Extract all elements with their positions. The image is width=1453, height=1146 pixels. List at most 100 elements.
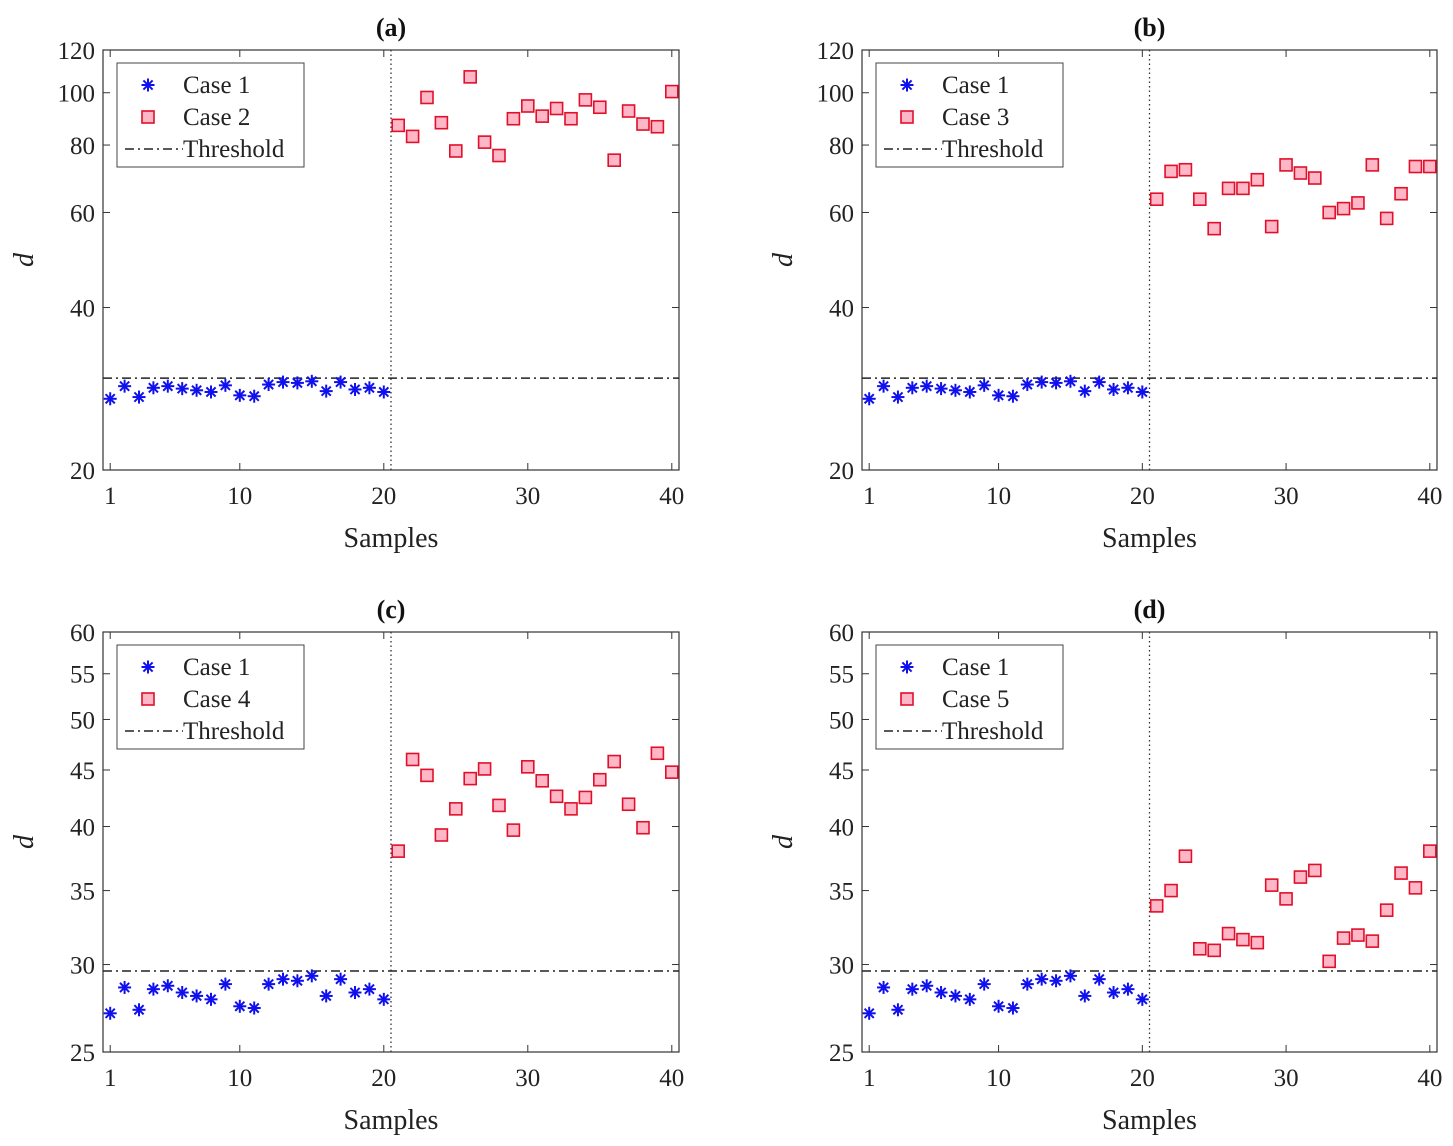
x-axis-label: Samples bbox=[1102, 523, 1197, 554]
y-tick-label: 100 bbox=[58, 81, 96, 108]
data-point-case1 bbox=[1107, 986, 1121, 1000]
data-point-case3 bbox=[1308, 171, 1322, 185]
data-point-case1-stroke bbox=[1137, 386, 1148, 398]
x-tick-label: 30 bbox=[515, 483, 540, 510]
data-point-case4 bbox=[448, 802, 463, 816]
data-point-case5 bbox=[1221, 926, 1236, 941]
legend-label: Case 3 bbox=[942, 104, 1009, 131]
data-point-case2 bbox=[549, 101, 564, 116]
data-point-case1-stroke bbox=[176, 383, 188, 394]
data-point-case4 bbox=[549, 789, 564, 804]
legend-marker-other bbox=[900, 692, 914, 706]
legend-marker-other bbox=[900, 110, 914, 124]
data-point-case1-stroke bbox=[248, 1002, 260, 1014]
data-point-case4 bbox=[391, 844, 406, 858]
data-point-case5 bbox=[1164, 883, 1178, 898]
data-point-case1-stroke bbox=[1007, 390, 1019, 402]
data-point-case1-stroke bbox=[993, 1000, 1004, 1012]
data-point-case4 bbox=[607, 754, 622, 769]
legend: Case 1 Case 3 Threshold bbox=[875, 62, 1064, 168]
y-tick-label: 100 bbox=[817, 81, 855, 108]
data-point-case1-stroke bbox=[878, 982, 889, 993]
data-point-case3 bbox=[1164, 164, 1178, 179]
data-point-case5 bbox=[1193, 942, 1207, 956]
data-point-case1-stroke bbox=[1108, 384, 1119, 395]
data-point-case1 bbox=[175, 382, 189, 396]
legend-label: Case 2 bbox=[183, 104, 250, 131]
data-point-case1-stroke bbox=[964, 386, 976, 398]
data-point-case1 bbox=[877, 379, 891, 393]
x-tick-label: 40 bbox=[1417, 483, 1442, 510]
data-point-case1 bbox=[262, 977, 276, 991]
data-point-case1 bbox=[977, 378, 991, 392]
data-point-case1-stroke bbox=[950, 384, 961, 396]
data-point-case1-stroke bbox=[364, 382, 375, 394]
x-tick-label: 1 bbox=[863, 483, 876, 510]
y-tick-label: 35 bbox=[70, 879, 95, 906]
y-axis-label: d bbox=[9, 252, 40, 267]
legend-marker-case1 bbox=[141, 78, 155, 92]
data-point-case1-stroke bbox=[234, 1000, 246, 1012]
y-tick-label: 20 bbox=[70, 458, 95, 485]
x-tick-label: 20 bbox=[1130, 483, 1155, 510]
y-tick-label: 40 bbox=[70, 296, 95, 323]
y-tick-label: 45 bbox=[829, 758, 854, 785]
data-point-case1 bbox=[319, 384, 333, 398]
data-point-case1-stroke bbox=[1050, 377, 1062, 389]
legend-marker-case1 bbox=[141, 660, 155, 674]
data-point-case1-stroke bbox=[1079, 990, 1091, 1002]
legend-label: Case 1 bbox=[942, 72, 1009, 99]
data-point-case1 bbox=[1063, 969, 1077, 983]
data-point-case1-stroke bbox=[935, 987, 947, 998]
data-point-case1-stroke bbox=[191, 990, 202, 1002]
data-point-case2 bbox=[463, 70, 478, 84]
data-point-case5 bbox=[1149, 899, 1164, 913]
legend-marker-case1-stroke bbox=[901, 79, 913, 91]
data-point-case1 bbox=[1020, 977, 1034, 991]
data-point-case1-stroke bbox=[263, 379, 274, 390]
legend-label: Case 1 bbox=[942, 654, 1009, 681]
data-point-case1-stroke bbox=[1022, 978, 1033, 990]
data-point-case4 bbox=[564, 802, 578, 816]
data-point-case1 bbox=[1035, 972, 1049, 986]
data-point-case2 bbox=[420, 90, 434, 105]
data-point-case5 bbox=[1178, 849, 1193, 864]
data-point-case3 bbox=[1394, 186, 1408, 201]
data-point-case1 bbox=[992, 388, 1006, 402]
data-point-case1 bbox=[334, 972, 348, 986]
data-point-case1 bbox=[132, 1003, 146, 1017]
data-point-case5 bbox=[1336, 931, 1351, 945]
data-point-case2 bbox=[477, 135, 492, 149]
data-point-case4 bbox=[621, 797, 636, 812]
data-point-case4 bbox=[636, 820, 650, 835]
x-tick-label: 40 bbox=[659, 483, 684, 510]
data-point-case1 bbox=[362, 381, 376, 395]
x-tick-label: 10 bbox=[227, 1065, 252, 1092]
data-point-case1-stroke bbox=[1065, 375, 1076, 387]
data-point-case1 bbox=[319, 989, 333, 1003]
data-point-case2 bbox=[592, 100, 607, 115]
data-point-case1 bbox=[963, 385, 977, 399]
data-point-case4 bbox=[650, 746, 665, 761]
x-tick-label: 20 bbox=[371, 1065, 396, 1092]
data-point-case1-stroke bbox=[320, 385, 332, 397]
data-point-case1-stroke bbox=[104, 1008, 116, 1019]
y-tick-label: 40 bbox=[70, 815, 95, 842]
data-point-case1-stroke bbox=[907, 382, 918, 394]
data-point-case1 bbox=[348, 986, 362, 1000]
data-point-case3 bbox=[1379, 211, 1394, 226]
data-point-case1 bbox=[161, 979, 175, 993]
data-point-case1-stroke bbox=[292, 377, 303, 389]
data-point-case1 bbox=[190, 383, 204, 397]
y-tick-label: 60 bbox=[70, 620, 95, 647]
data-point-case1-stroke bbox=[907, 983, 918, 995]
legend-label: Case 5 bbox=[942, 686, 1009, 713]
y-tick-label: 60 bbox=[829, 620, 854, 647]
data-point-case1 bbox=[362, 982, 376, 996]
data-point-case1 bbox=[1121, 982, 1135, 996]
y-tick-label: 50 bbox=[829, 707, 854, 734]
data-point-case1-stroke bbox=[1065, 970, 1076, 982]
data-point-case1-stroke bbox=[364, 983, 375, 995]
data-point-case1-stroke bbox=[378, 994, 390, 1005]
legend-marker-other bbox=[141, 110, 155, 124]
